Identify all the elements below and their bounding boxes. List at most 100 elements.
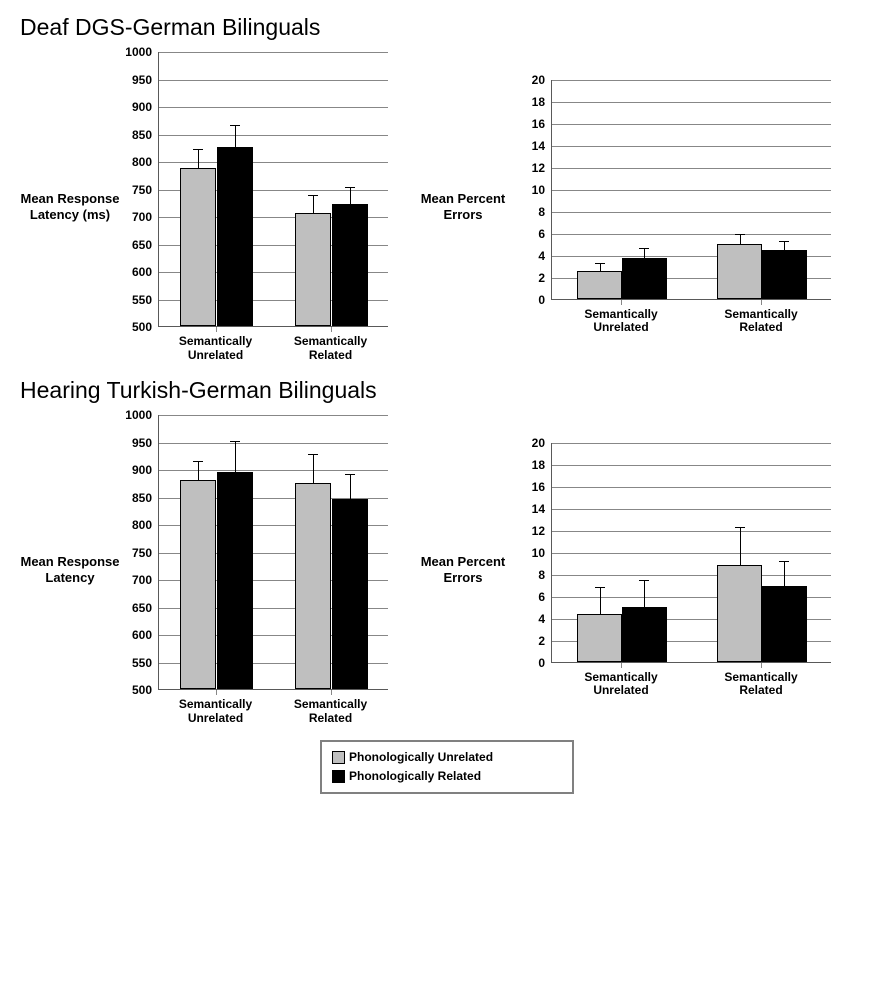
error-bar bbox=[644, 580, 645, 608]
y-tick-label: 0 bbox=[513, 293, 545, 307]
error-cap bbox=[345, 474, 355, 475]
x-category-label: SemanticallyRelated bbox=[695, 308, 828, 336]
y-tick-label: 10 bbox=[513, 183, 545, 197]
x-category-label: SemanticallyRelated bbox=[276, 698, 385, 726]
chart-block: Mean PercentErrors02468101214161820Seman… bbox=[413, 75, 836, 340]
y-axis-label: Mean PercentErrors bbox=[413, 554, 513, 585]
y-tick-label: 550 bbox=[120, 656, 152, 670]
x-tick-mark bbox=[621, 663, 622, 668]
y-tick-label: 950 bbox=[120, 436, 152, 450]
y-tick-label: 14 bbox=[513, 139, 545, 153]
legend-label: Phonologically Related bbox=[349, 767, 481, 786]
error-cap bbox=[735, 527, 745, 528]
error-bar bbox=[313, 454, 314, 484]
y-tick-label: 0 bbox=[513, 656, 545, 670]
bar bbox=[577, 271, 622, 299]
gridline bbox=[159, 443, 388, 444]
error-cap bbox=[308, 195, 318, 196]
error-bar bbox=[350, 474, 351, 500]
y-tick-label: 950 bbox=[120, 73, 152, 87]
plot-area bbox=[551, 80, 831, 300]
error-cap bbox=[193, 461, 203, 462]
gridline bbox=[159, 107, 388, 108]
x-category-label: SemanticallyUnrelated bbox=[161, 698, 270, 726]
bar bbox=[622, 258, 667, 299]
plot-area bbox=[158, 415, 388, 690]
y-tick-label: 18 bbox=[513, 95, 545, 109]
error-bar bbox=[235, 441, 236, 473]
bar bbox=[332, 204, 369, 326]
error-cap bbox=[595, 587, 605, 588]
error-bar bbox=[350, 187, 351, 205]
error-bar bbox=[600, 263, 601, 272]
gridline bbox=[552, 190, 831, 191]
gridline bbox=[159, 80, 388, 81]
gridline bbox=[552, 487, 831, 488]
gridline bbox=[552, 531, 831, 532]
y-tick-label: 8 bbox=[513, 568, 545, 582]
gridline bbox=[159, 135, 388, 136]
y-tick-label: 850 bbox=[120, 491, 152, 505]
bar bbox=[295, 483, 332, 689]
y-tick-label: 1000 bbox=[120, 408, 152, 422]
plot-area bbox=[158, 52, 388, 327]
bar bbox=[717, 244, 762, 299]
y-tick-label: 850 bbox=[120, 128, 152, 142]
y-tick-label: 750 bbox=[120, 546, 152, 560]
chart-block: Mean PercentErrors02468101214161820Seman… bbox=[413, 438, 836, 703]
y-tick-label: 500 bbox=[120, 320, 152, 334]
gridline bbox=[159, 52, 388, 53]
gridline bbox=[552, 575, 831, 576]
y-tick-label: 20 bbox=[513, 73, 545, 87]
error-bar bbox=[600, 587, 601, 616]
y-tick-label: 12 bbox=[513, 161, 545, 175]
y-tick-label: 14 bbox=[513, 502, 545, 516]
y-tick-label: 16 bbox=[513, 480, 545, 494]
x-tick-mark bbox=[621, 300, 622, 305]
y-tick-label: 18 bbox=[513, 458, 545, 472]
error-bar bbox=[644, 248, 645, 259]
y-tick-label: 500 bbox=[120, 683, 152, 697]
x-category-label: SemanticallyUnrelated bbox=[555, 308, 688, 336]
gridline bbox=[159, 470, 388, 471]
x-tick-mark bbox=[761, 663, 762, 668]
y-tick-label: 650 bbox=[120, 238, 152, 252]
y-tick-label: 800 bbox=[120, 518, 152, 532]
error-bar bbox=[740, 527, 741, 566]
y-tick-label: 550 bbox=[120, 293, 152, 307]
chart-block: Mean ResponseLatency (ms)500550600650700… bbox=[20, 47, 393, 367]
error-cap bbox=[639, 248, 649, 249]
y-axis-label: Mean PercentErrors bbox=[413, 191, 513, 222]
plot-area bbox=[551, 443, 831, 663]
x-tick-mark bbox=[331, 690, 332, 695]
y-tick-label: 750 bbox=[120, 183, 152, 197]
y-tick-label: 900 bbox=[120, 100, 152, 114]
y-tick-label: 2 bbox=[513, 634, 545, 648]
error-bar bbox=[784, 241, 785, 251]
y-tick-label: 8 bbox=[513, 205, 545, 219]
bar bbox=[217, 147, 254, 326]
y-tick-label: 6 bbox=[513, 590, 545, 604]
bar bbox=[762, 586, 807, 662]
y-tick-label: 20 bbox=[513, 436, 545, 450]
legend-swatch bbox=[332, 751, 345, 764]
error-cap bbox=[735, 234, 745, 235]
error-cap bbox=[779, 561, 789, 562]
section-title: Hearing Turkish-German Bilinguals bbox=[20, 377, 874, 404]
gridline bbox=[552, 465, 831, 466]
gridline bbox=[159, 415, 388, 416]
legend-item: Phonologically Unrelated bbox=[332, 748, 562, 767]
x-tick-mark bbox=[216, 327, 217, 332]
y-tick-label: 700 bbox=[120, 210, 152, 224]
y-tick-label: 10 bbox=[513, 546, 545, 560]
bar bbox=[295, 213, 332, 326]
bar bbox=[577, 614, 622, 661]
gridline bbox=[552, 212, 831, 213]
error-cap bbox=[230, 125, 240, 126]
y-tick-label: 600 bbox=[120, 628, 152, 642]
gridline bbox=[552, 124, 831, 125]
chart-block: Mean ResponseLatency50055060065070075080… bbox=[20, 410, 393, 730]
gridline bbox=[552, 553, 831, 554]
x-tick-mark bbox=[216, 690, 217, 695]
error-bar bbox=[198, 149, 199, 168]
